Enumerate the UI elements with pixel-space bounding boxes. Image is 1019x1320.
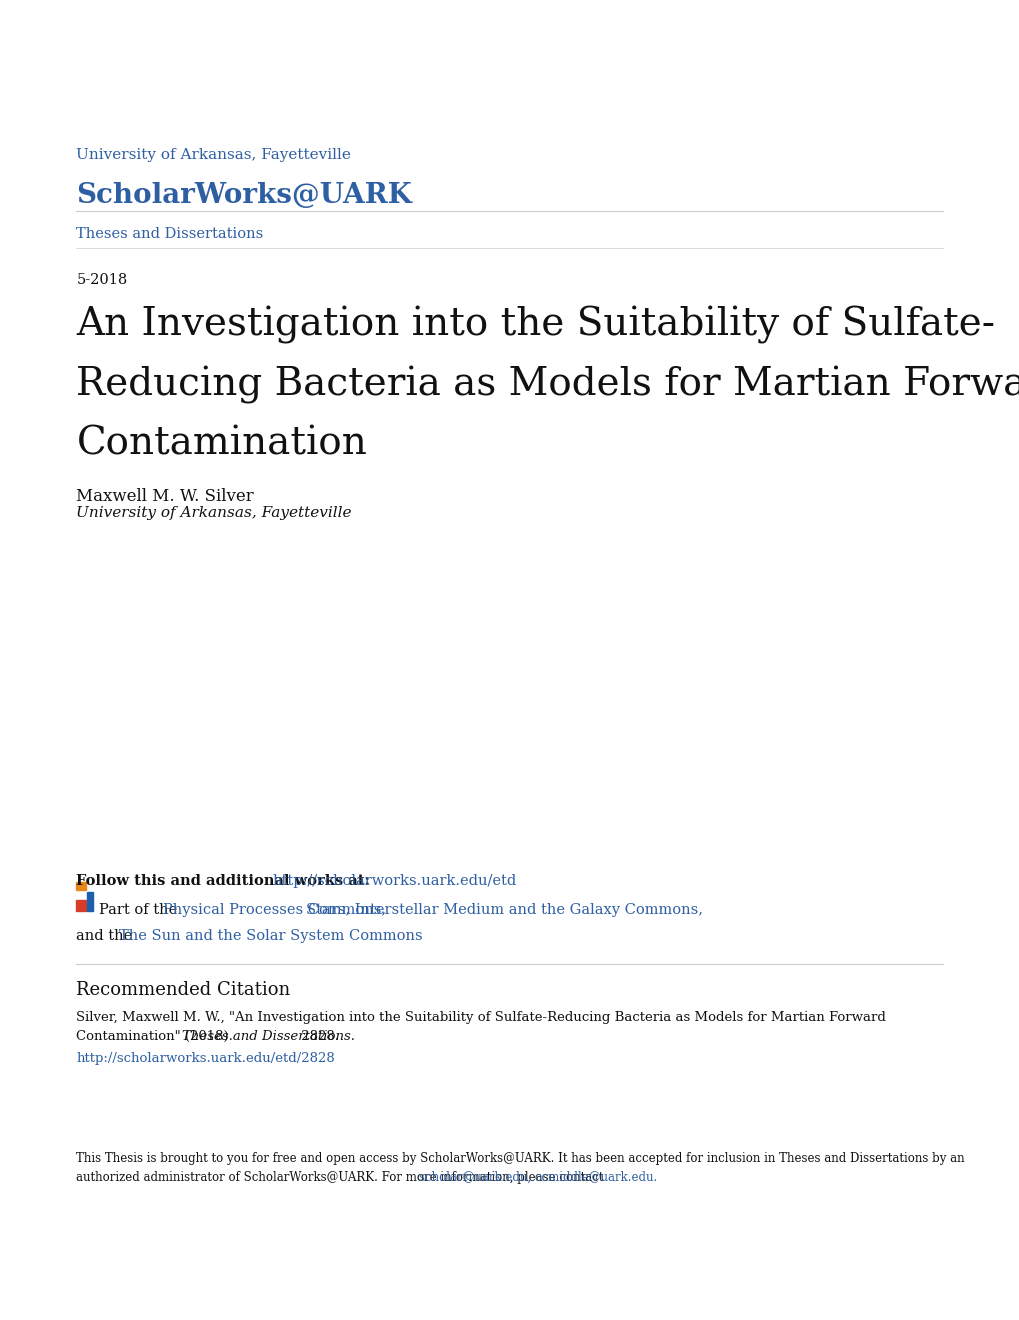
Text: University of Arkansas, Fayetteville: University of Arkansas, Fayetteville	[76, 148, 351, 162]
Text: 2828.: 2828.	[297, 1030, 338, 1043]
Text: 5-2018: 5-2018	[76, 273, 127, 288]
Text: scholar@uark.edu, ccmiddle@uark.edu.: scholar@uark.edu, ccmiddle@uark.edu.	[419, 1171, 657, 1184]
Text: Theses and Dissertations.: Theses and Dissertations.	[181, 1030, 355, 1043]
Text: Silver, Maxwell M. W., "An Investigation into the Suitability of Sulfate-Reducin: Silver, Maxwell M. W., "An Investigation…	[76, 1011, 886, 1024]
Text: Physical Processes Commons,: Physical Processes Commons,	[162, 903, 385, 917]
Text: Stars, Interstellar Medium and the Galaxy Commons,: Stars, Interstellar Medium and the Galax…	[306, 903, 702, 917]
Text: http://scholarworks.uark.edu/etd/2828: http://scholarworks.uark.edu/etd/2828	[76, 1052, 335, 1065]
Text: Reducing Bacteria as Models for Martian Forward: Reducing Bacteria as Models for Martian …	[76, 366, 1019, 404]
Bar	[76, 900, 86, 911]
Text: Contamination: Contamination	[76, 425, 367, 462]
Text: This Thesis is brought to you for free and open access by ScholarWorks@UARK. It : This Thesis is brought to you for free a…	[76, 1152, 964, 1166]
Text: Part of the: Part of the	[99, 903, 181, 917]
Text: University of Arkansas, Fayetteville: University of Arkansas, Fayetteville	[76, 506, 352, 520]
Text: ScholarWorks@UARK: ScholarWorks@UARK	[76, 182, 412, 209]
Text: Contamination" (2018).: Contamination" (2018).	[76, 1030, 237, 1043]
Text: http://scholarworks.uark.edu/etd: http://scholarworks.uark.edu/etd	[272, 874, 517, 888]
Text: authorized administrator of ScholarWorks@UARK. For more information, please cont: authorized administrator of ScholarWorks…	[76, 1171, 607, 1184]
Text: and the: and the	[76, 929, 138, 944]
Bar	[87, 892, 93, 911]
Text: An Investigation into the Suitability of Sulfate-: An Investigation into the Suitability of…	[76, 306, 995, 345]
Text: Recommended Citation: Recommended Citation	[76, 981, 290, 999]
Text: The Sun and the Solar System Commons: The Sun and the Solar System Commons	[119, 929, 422, 944]
Text: Follow this and additional works at:: Follow this and additional works at:	[76, 874, 375, 888]
Text: Theses and Dissertations: Theses and Dissertations	[76, 227, 264, 242]
Bar	[76, 882, 86, 890]
Text: Maxwell M. W. Silver: Maxwell M. W. Silver	[76, 488, 254, 506]
